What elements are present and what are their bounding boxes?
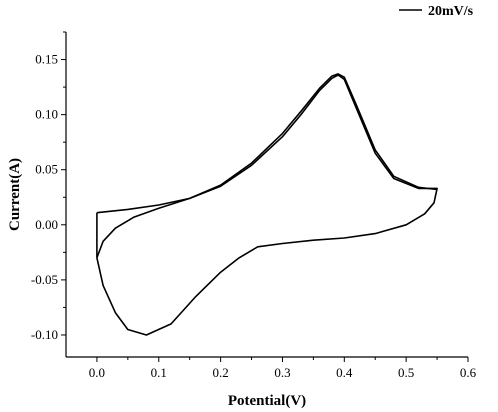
y-axis-title: Current(A) bbox=[7, 158, 23, 231]
x-tick-label: 0.1 bbox=[151, 365, 167, 380]
y-tick-label: 0.00 bbox=[35, 217, 58, 232]
x-tick-label: 0.4 bbox=[336, 365, 353, 380]
legend: 20mV/s bbox=[399, 4, 474, 19]
y-tick-label: -0.10 bbox=[31, 327, 58, 342]
series-line-cycle-1 bbox=[96, 74, 438, 336]
y-tick-label: 0.05 bbox=[35, 162, 58, 177]
y-tick-label: 0.10 bbox=[35, 107, 58, 122]
series-curves bbox=[96, 73, 438, 336]
x-tick-label: 0.6 bbox=[460, 365, 477, 380]
x-tick-label: 0.2 bbox=[212, 365, 228, 380]
x-axis-title: Potential(V) bbox=[228, 393, 306, 409]
plot-frame bbox=[65, 32, 468, 358]
x-tick-label: 0.0 bbox=[89, 365, 105, 380]
y-tick-label: -0.05 bbox=[31, 272, 58, 287]
y-axis-ticks: -0.10 -0.05 0.00 0.05 0.10 0.15 bbox=[31, 31, 66, 342]
y-tick-label: 0.15 bbox=[35, 52, 58, 67]
x-axis-ticks: 0.0 0.1 0.2 0.3 0.4 0.5 0.6 bbox=[89, 357, 477, 380]
series-line-cycle-3 bbox=[96, 73, 438, 214]
x-tick-label: 0.3 bbox=[274, 365, 290, 380]
legend-label: 20mV/s bbox=[428, 4, 474, 19]
x-tick-label: 0.5 bbox=[398, 365, 414, 380]
